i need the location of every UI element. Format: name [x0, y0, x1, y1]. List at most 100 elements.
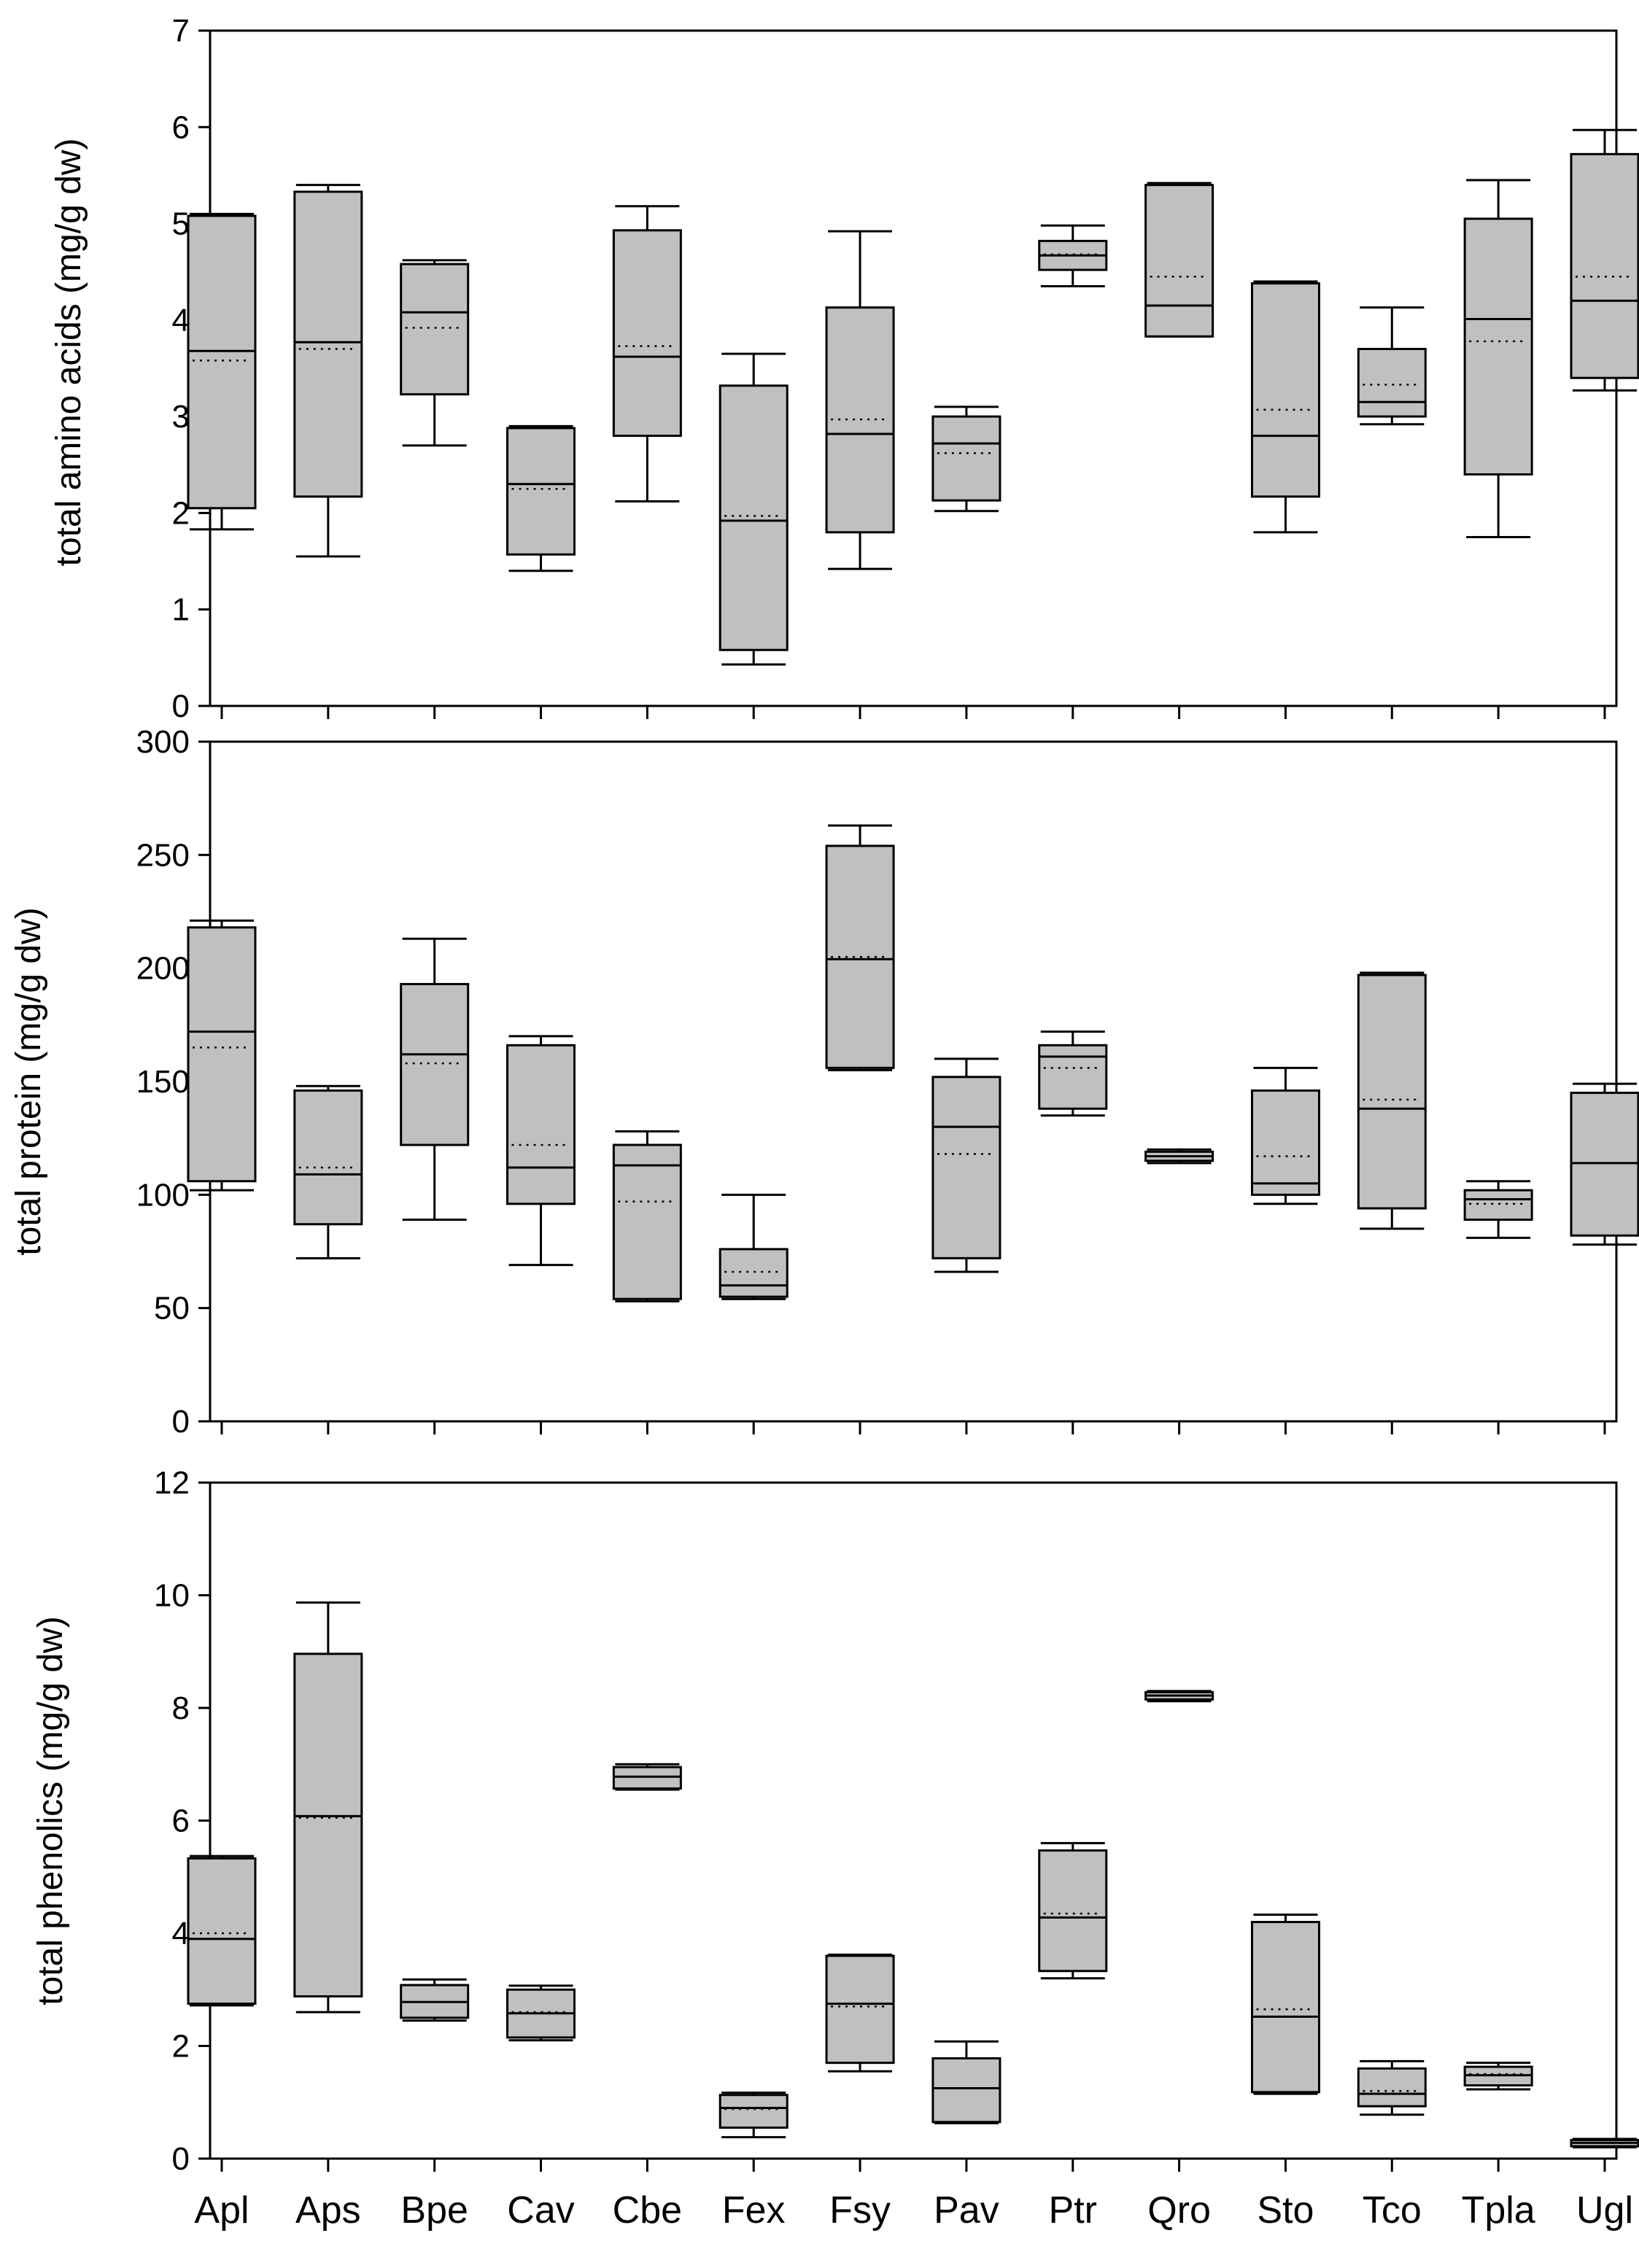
box-ugl — [1570, 128, 1639, 392]
y-tick-label: 100 — [136, 1177, 190, 1213]
y-tick-label: 7 — [172, 13, 190, 49]
category-label-cbe: Cbe — [613, 2189, 682, 2232]
iqr-box — [931, 2057, 1001, 2124]
category-label-ugl: Ugl — [1576, 2189, 1633, 2232]
y-tick-label: 12 — [154, 1465, 190, 1501]
plot-frame — [209, 1481, 1618, 2160]
iqr-box — [1038, 1044, 1108, 1110]
box-fex — [718, 1193, 788, 1300]
y-tick-label: 250 — [136, 837, 190, 873]
box-tpla — [1463, 179, 1533, 538]
box-apl — [187, 919, 257, 1192]
iqr-box — [1463, 1189, 1533, 1222]
y-tick-label: 10 — [154, 1578, 190, 1614]
category-label-apl: Apl — [194, 2189, 249, 2232]
iqr-box — [506, 1044, 576, 1205]
iqr-box — [293, 1089, 363, 1226]
y-tick-label: 200 — [136, 951, 190, 987]
iqr-box — [931, 1076, 1001, 1259]
box-cav — [506, 1035, 576, 1267]
box-tco — [1357, 971, 1427, 1230]
iqr-box — [718, 1248, 788, 1298]
box-ugl — [1570, 2137, 1639, 2149]
box-bpe — [400, 1978, 470, 2022]
box-apl — [187, 212, 257, 531]
y-tick-label: 6 — [172, 109, 190, 145]
box-bpe — [400, 937, 470, 1222]
iqr-box — [293, 190, 363, 498]
box-tco — [1357, 306, 1427, 426]
panel-amino-acids: total amino acids (mg/g dw) 0 1 2 3 4 5 6 7 — [50, 13, 1639, 724]
iqr-box — [612, 1143, 682, 1300]
box-tpla — [1463, 2062, 1533, 2091]
y-tick-label: 2 — [172, 2029, 190, 2065]
category-label-aps: Aps — [295, 2189, 361, 2232]
category-label-tco: Tco — [1363, 2189, 1422, 2232]
y-tick-label: 150 — [136, 1064, 190, 1100]
iqr-box — [825, 1954, 895, 2065]
box-aps — [293, 1084, 363, 1259]
box-aps — [293, 184, 363, 558]
box-cbe — [612, 1763, 682, 1791]
box-qro — [1144, 1148, 1214, 1165]
iqr-box — [1357, 348, 1427, 418]
y-tick-label: 50 — [154, 1291, 190, 1327]
y-tick-label: 300 — [136, 724, 190, 760]
box-pav — [931, 1057, 1001, 1273]
iqr-box — [1250, 1089, 1320, 1196]
y-tick-label: 0 — [172, 1404, 190, 1440]
box-sto — [1250, 1914, 1320, 2095]
iqr-box — [293, 1653, 363, 1998]
box-tco — [1357, 2059, 1427, 2116]
category-label-pav: Pav — [934, 2189, 999, 2232]
panel-protein: total protein (mg/g dw) 0 50 100 150 200 250 3… — [9, 724, 1639, 1440]
iqr-box — [931, 415, 1001, 502]
iqr-box — [1570, 152, 1639, 379]
iqr-box — [1570, 1092, 1639, 1237]
panel-phenolics: total phenolics (mg/g dw) 0 2 4 6 8 10 12 — [31, 1465, 1639, 2177]
box-pav — [931, 2040, 1001, 2124]
iqr-box — [718, 2094, 788, 2129]
category-label-bpe: Bpe — [400, 2189, 468, 2232]
iqr-box — [187, 1857, 257, 2005]
iqr-box — [1250, 282, 1320, 498]
y-tick-label: 6 — [172, 1803, 190, 1839]
iqr-box — [400, 263, 470, 396]
box-cbe — [612, 1130, 682, 1302]
box-ptr — [1038, 1030, 1108, 1117]
box-cbe — [612, 205, 682, 503]
phenolics-ylabel: total phenolics (mg/g dw) — [31, 1616, 70, 2005]
iqr-box — [187, 926, 257, 1183]
iqr-box — [612, 229, 682, 438]
protein-ylabel: total protein (mg/g dw) — [9, 907, 48, 1256]
box-bpe — [400, 259, 470, 447]
y-tick-label: 8 — [172, 1690, 190, 1726]
box-sto — [1250, 1066, 1320, 1205]
y-tick-label: 1 — [172, 592, 190, 628]
box-cav — [506, 424, 576, 572]
iqr-box — [506, 427, 576, 556]
iqr-box — [1144, 184, 1214, 338]
box-qro — [1144, 1690, 1214, 1703]
box-aps — [293, 1601, 363, 2013]
y-tick-label: 4 — [172, 303, 190, 338]
y-tick-label: 0 — [172, 2141, 190, 2177]
iqr-box — [187, 214, 257, 510]
category-label-cav: Cav — [507, 2189, 574, 2232]
iqr-box — [1463, 217, 1533, 476]
amino-acids-ylabel: total amino acids (mg/g dw) — [50, 139, 88, 567]
iqr-box — [1038, 1849, 1108, 1973]
box-fsy — [825, 230, 895, 570]
y-tick-label: 0 — [172, 688, 190, 724]
box-ugl — [1570, 1082, 1639, 1246]
box-apl — [187, 1855, 257, 2007]
box-sto — [1250, 280, 1320, 534]
iqr-box — [612, 1766, 682, 1790]
iqr-box — [400, 982, 470, 1146]
category-label-fsy: Fsy — [829, 2189, 891, 2232]
box-fex — [718, 352, 788, 666]
box-cav — [506, 1984, 576, 2042]
box-pav — [931, 405, 1001, 513]
iqr-box — [1357, 974, 1427, 1210]
